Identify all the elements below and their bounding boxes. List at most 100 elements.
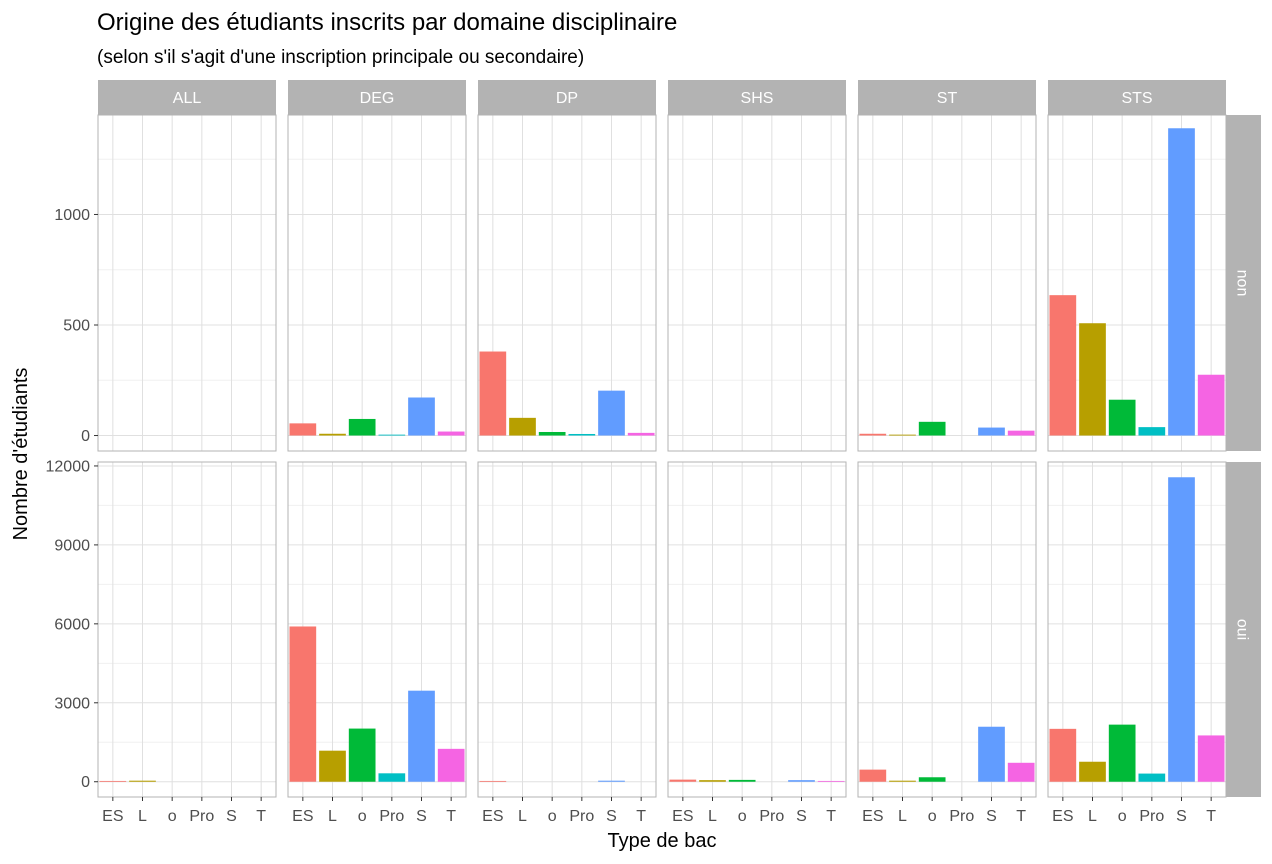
chart-title: Origine des étudiants inscrits par domai… [97, 9, 677, 36]
panel-border [857, 114, 1037, 452]
panel-background [288, 462, 466, 797]
x-tick-label: ES [1052, 808, 1073, 825]
bar-non-dp-o [538, 431, 566, 436]
facet-strip-sts [1048, 80, 1226, 115]
y-tick-label: 0 [81, 428, 90, 445]
x-tick-label: T [1016, 808, 1026, 825]
x-tick-label: S [226, 808, 237, 825]
facet-strip-label: DEG [360, 90, 395, 107]
bar-non-sts-s [1168, 128, 1195, 436]
bar-non-sts-t [1197, 374, 1225, 436]
facet-strip-shs [668, 80, 846, 115]
y-axis-title: Nombre d'étudiants [10, 368, 32, 541]
x-tick-label: S [796, 808, 807, 825]
bar-oui-st-s [978, 726, 1005, 782]
x-tick-label: S [1176, 808, 1187, 825]
facet-strip-dp [478, 80, 656, 115]
panel-background [288, 115, 466, 451]
bar-oui-dp-es [479, 780, 507, 782]
panel-background [668, 115, 846, 451]
bar-non-deg-o [348, 418, 376, 436]
y-tick-label: 12000 [46, 458, 91, 475]
x-tick-label: T [256, 808, 266, 825]
panel-border [97, 114, 277, 452]
x-tick-label: Pro [949, 808, 974, 825]
x-tick-label: ES [862, 808, 883, 825]
panel-background [478, 115, 656, 451]
x-tick-label: Pro [1139, 808, 1164, 825]
x-tick-label: ES [672, 808, 693, 825]
bar-oui-st-es [859, 769, 887, 782]
bar-oui-sts-o [1108, 724, 1136, 782]
bar-oui-shs-s [788, 780, 815, 782]
bar-non-st-l [889, 434, 916, 436]
bar-oui-shs-l [699, 780, 726, 782]
bar-oui-shs-o [728, 779, 756, 782]
x-tick-label: ES [482, 808, 503, 825]
panel-background [858, 115, 1036, 451]
bar-oui-deg-l [319, 750, 346, 782]
x-tick-label: o [738, 808, 747, 825]
panel-background [1048, 115, 1226, 451]
bar-oui-sts-s [1168, 477, 1195, 782]
panel-background [98, 115, 276, 451]
x-tick-label: T [1206, 808, 1216, 825]
bar-non-deg-s [408, 397, 435, 436]
x-tick-label: L [708, 808, 717, 825]
x-tick-label: T [636, 808, 646, 825]
x-tick-label: o [1118, 808, 1127, 825]
bar-oui-shs-es [669, 779, 697, 782]
panel-background [1048, 462, 1226, 797]
bar-oui-all-es [99, 780, 127, 782]
x-tick-label: o [168, 808, 177, 825]
x-tick-label: S [416, 808, 427, 825]
panel-background [858, 462, 1036, 797]
row-strip-oui [1226, 462, 1261, 797]
x-tick-label: S [606, 808, 617, 825]
panel-border [97, 461, 277, 798]
x-tick-label: o [358, 808, 367, 825]
x-tick-label: ES [292, 808, 313, 825]
bar-non-deg-es [289, 423, 317, 436]
bar-non-dp-t [627, 432, 655, 436]
facet-strip-all [98, 80, 276, 115]
bar-non-deg-l [319, 433, 346, 436]
facet-strip-label: ST [937, 90, 958, 107]
bar-non-st-s [978, 427, 1005, 436]
bar-oui-deg-es [289, 626, 317, 782]
bar-oui-sts-es [1049, 728, 1077, 782]
y-tick-label: 1000 [54, 207, 90, 224]
bar-non-deg-pro [378, 434, 406, 436]
x-tick-label: Pro [189, 808, 214, 825]
panel-border [287, 461, 467, 798]
bar-oui-all-l [129, 780, 156, 782]
bar-oui-shs-t [817, 780, 845, 782]
bar-non-dp-s [598, 390, 625, 436]
panel-border [477, 461, 657, 798]
bar-non-sts-es [1049, 295, 1077, 436]
panel-background [98, 462, 276, 797]
panel-background [478, 462, 656, 797]
y-tick-label: 6000 [54, 616, 90, 633]
bar-non-st-es [859, 433, 887, 436]
x-tick-label: Pro [569, 808, 594, 825]
bar-oui-deg-s [408, 690, 435, 782]
bar-non-dp-l [509, 417, 536, 436]
x-tick-label: ES [102, 808, 123, 825]
x-tick-label: T [446, 808, 456, 825]
bar-non-st-o [918, 421, 946, 436]
bar-non-dp-pro [568, 433, 596, 436]
bar-oui-deg-o [348, 728, 376, 782]
x-tick-label: L [1088, 808, 1097, 825]
panel-background [668, 462, 846, 797]
x-tick-label: Pro [759, 808, 784, 825]
facet-strip-label: DP [556, 90, 578, 107]
x-tick-label: L [138, 808, 147, 825]
bar-non-sts-l [1079, 323, 1106, 436]
x-tick-label: o [548, 808, 557, 825]
panel-border [477, 114, 657, 452]
bar-oui-sts-l [1079, 761, 1106, 782]
panel-border [667, 461, 847, 798]
bar-oui-sts-t [1197, 735, 1225, 782]
bar-oui-deg-t [437, 748, 465, 782]
